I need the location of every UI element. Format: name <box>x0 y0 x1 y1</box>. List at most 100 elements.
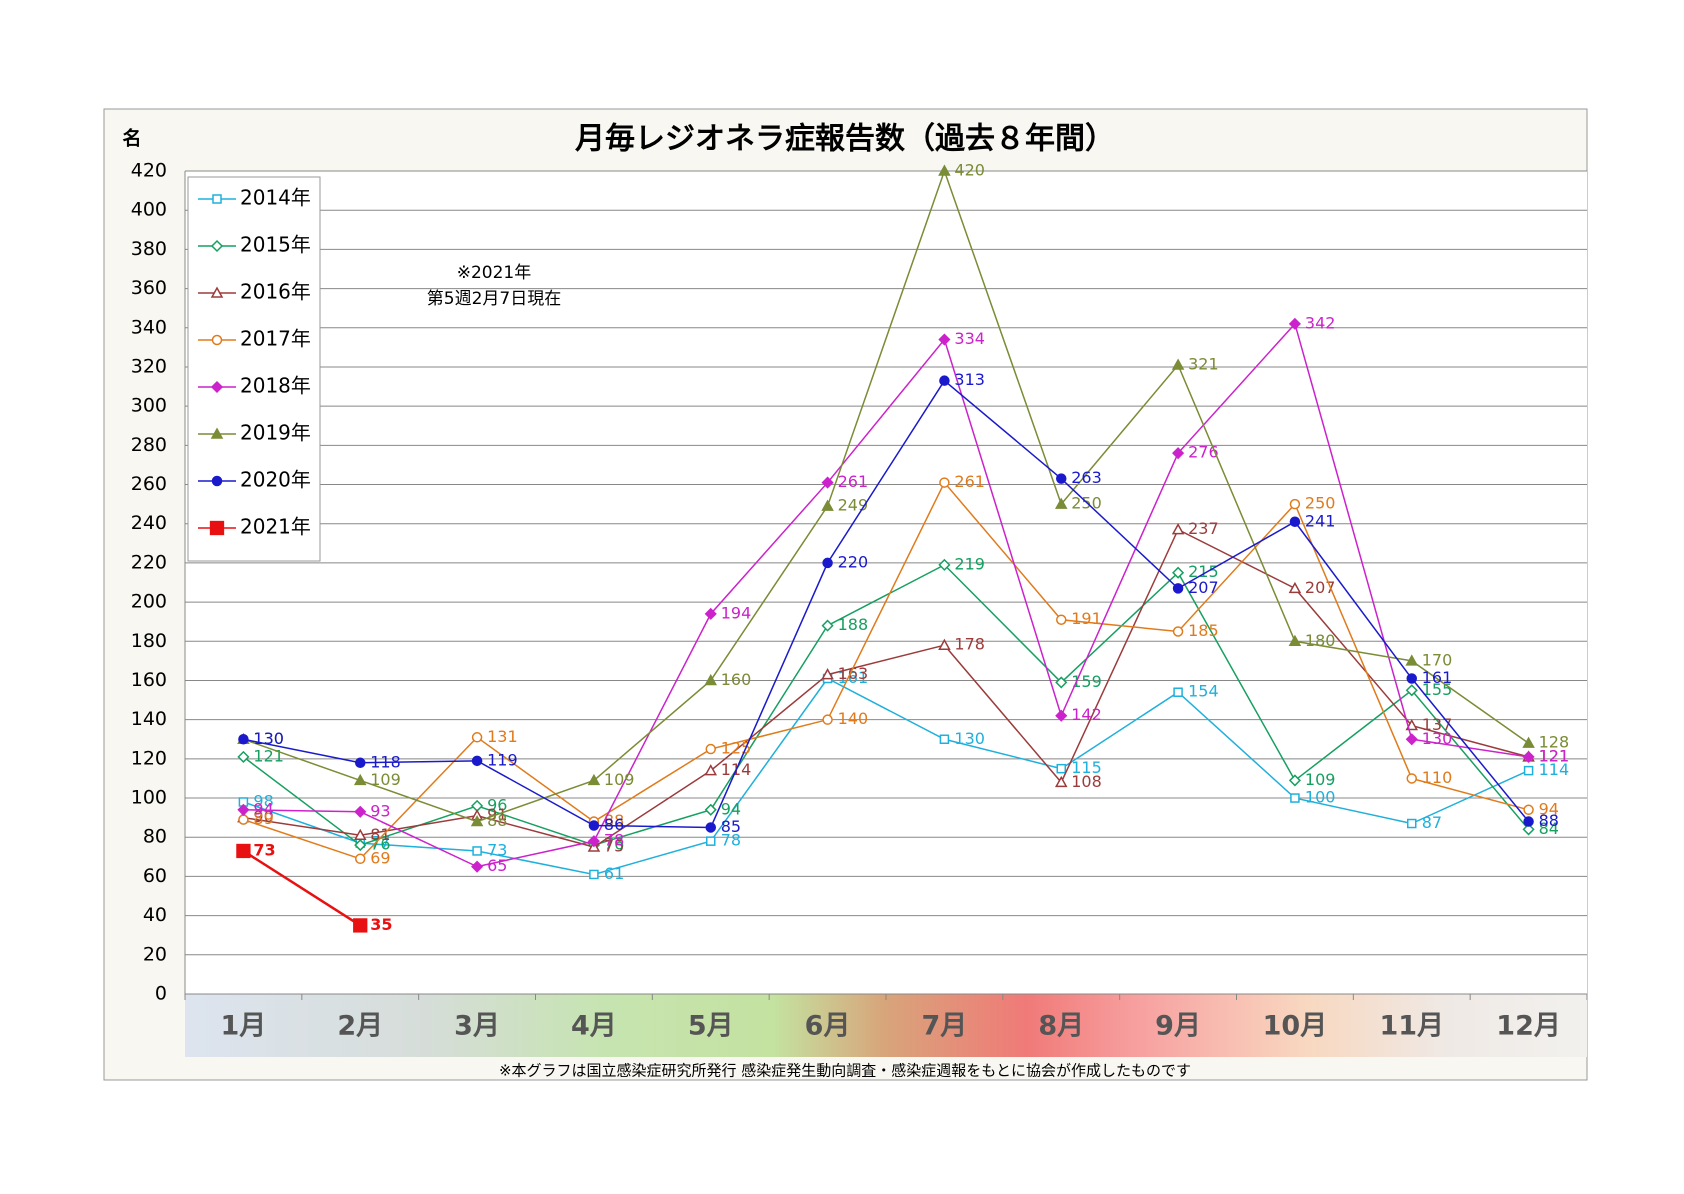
data-label: 131 <box>487 727 518 746</box>
x-tick-label: 6月 <box>805 1011 851 1042</box>
data-label: 321 <box>1188 354 1219 373</box>
marker <box>1405 719 1419 731</box>
marker <box>821 619 834 632</box>
y-tick-label: 320 <box>131 355 167 377</box>
marker <box>1288 634 1302 647</box>
marker <box>1523 804 1534 816</box>
data-label: 88 <box>1539 811 1559 830</box>
data-label: 142 <box>1071 705 1102 724</box>
data-label: 94 <box>721 799 741 818</box>
marker <box>1407 818 1417 829</box>
series: 130 118 119 86 85 220 313 263 207 241 161 88 <box>238 370 1559 836</box>
marker <box>704 803 717 816</box>
marker <box>1055 709 1068 722</box>
marker <box>704 673 718 686</box>
marker <box>355 757 366 769</box>
data-label: 76 <box>604 835 624 854</box>
annotation: 第5週2月7日現在 <box>427 289 561 309</box>
marker <box>353 773 367 786</box>
x-tick-label: 11月 <box>1379 1011 1444 1042</box>
marker <box>821 476 834 489</box>
data-label: 93 <box>370 801 390 820</box>
marker <box>211 475 223 487</box>
y-tick-label: 120 <box>131 747 167 769</box>
data-label: 81 <box>370 825 390 844</box>
y-tick-label: 260 <box>131 473 167 495</box>
marker <box>355 853 366 865</box>
marker <box>1054 775 1068 788</box>
marker <box>472 846 482 856</box>
marker <box>821 499 834 511</box>
marker <box>938 558 951 571</box>
line <box>243 677 1529 876</box>
marker <box>1405 684 1418 697</box>
x-tick-label: 9月 <box>1155 1011 1201 1042</box>
data-label: 114 <box>1539 760 1570 779</box>
data-label: 219 <box>954 554 985 573</box>
marker <box>939 477 950 488</box>
marker <box>1171 523 1185 535</box>
marker <box>1288 774 1301 787</box>
data-label: 84 <box>1539 819 1559 838</box>
y-tick-label: 180 <box>131 630 167 652</box>
marker <box>588 820 600 831</box>
data-label: 90 <box>253 807 273 826</box>
marker <box>821 668 834 680</box>
marker <box>1290 793 1300 803</box>
data-label: 78 <box>604 831 624 850</box>
marker <box>1406 773 1417 784</box>
data-label: 170 <box>1422 650 1453 669</box>
y-tick-label: 220 <box>131 551 167 573</box>
data-label: 65 <box>487 856 507 875</box>
data-label: 85 <box>721 817 741 836</box>
marker <box>354 839 367 852</box>
marker <box>706 836 716 846</box>
data-label: 108 <box>1071 772 1102 791</box>
data-label: 121 <box>1539 746 1570 765</box>
y-tick-label: 240 <box>131 512 167 534</box>
marker <box>1288 317 1301 330</box>
marker <box>938 638 951 650</box>
marker <box>587 835 600 848</box>
marker <box>353 828 367 841</box>
marker <box>938 333 951 346</box>
data-label: 109 <box>370 770 401 789</box>
data-label: 215 <box>1188 562 1219 581</box>
marker <box>704 764 718 776</box>
data-label: 128 <box>1539 733 1570 752</box>
y-tick-label: 280 <box>131 434 167 456</box>
legend-label: 2017年 <box>240 327 311 351</box>
chart-title: 月毎レジオネラ症報告数（過去８年間） <box>575 122 1115 157</box>
x-tick-label: 3月 <box>454 1011 500 1042</box>
y-tick-label: 40 <box>143 904 167 926</box>
y-tick-label: 140 <box>131 708 167 730</box>
marker <box>1055 676 1068 689</box>
series: 89 69 131 88 125 140 261 191 185 250 110 94 <box>238 472 1559 867</box>
marker <box>212 194 222 204</box>
marker <box>1054 497 1068 509</box>
marker <box>1522 823 1535 836</box>
data-label: 185 <box>1188 621 1219 640</box>
data-label: 118 <box>370 752 401 771</box>
data-label: 276 <box>1188 443 1219 462</box>
y-tick-label: 80 <box>143 826 167 848</box>
data-label: 154 <box>1188 682 1219 701</box>
y-tick-label: 0 <box>155 983 167 1005</box>
marker <box>1171 358 1185 370</box>
marker <box>236 843 251 859</box>
data-label: 163 <box>838 664 869 683</box>
marker <box>939 375 950 386</box>
marker <box>471 860 484 873</box>
data-label: 61 <box>604 864 624 883</box>
annotation: ※2021年 <box>457 263 532 283</box>
marker <box>211 334 223 346</box>
y-axis-label: 名 <box>122 127 141 150</box>
legend-label: 2014年 <box>240 186 311 210</box>
data-label: 94 <box>1539 799 1559 818</box>
data-label: 160 <box>721 670 752 689</box>
marker <box>938 164 951 176</box>
data-label: 140 <box>838 709 869 728</box>
line <box>243 379 1530 829</box>
